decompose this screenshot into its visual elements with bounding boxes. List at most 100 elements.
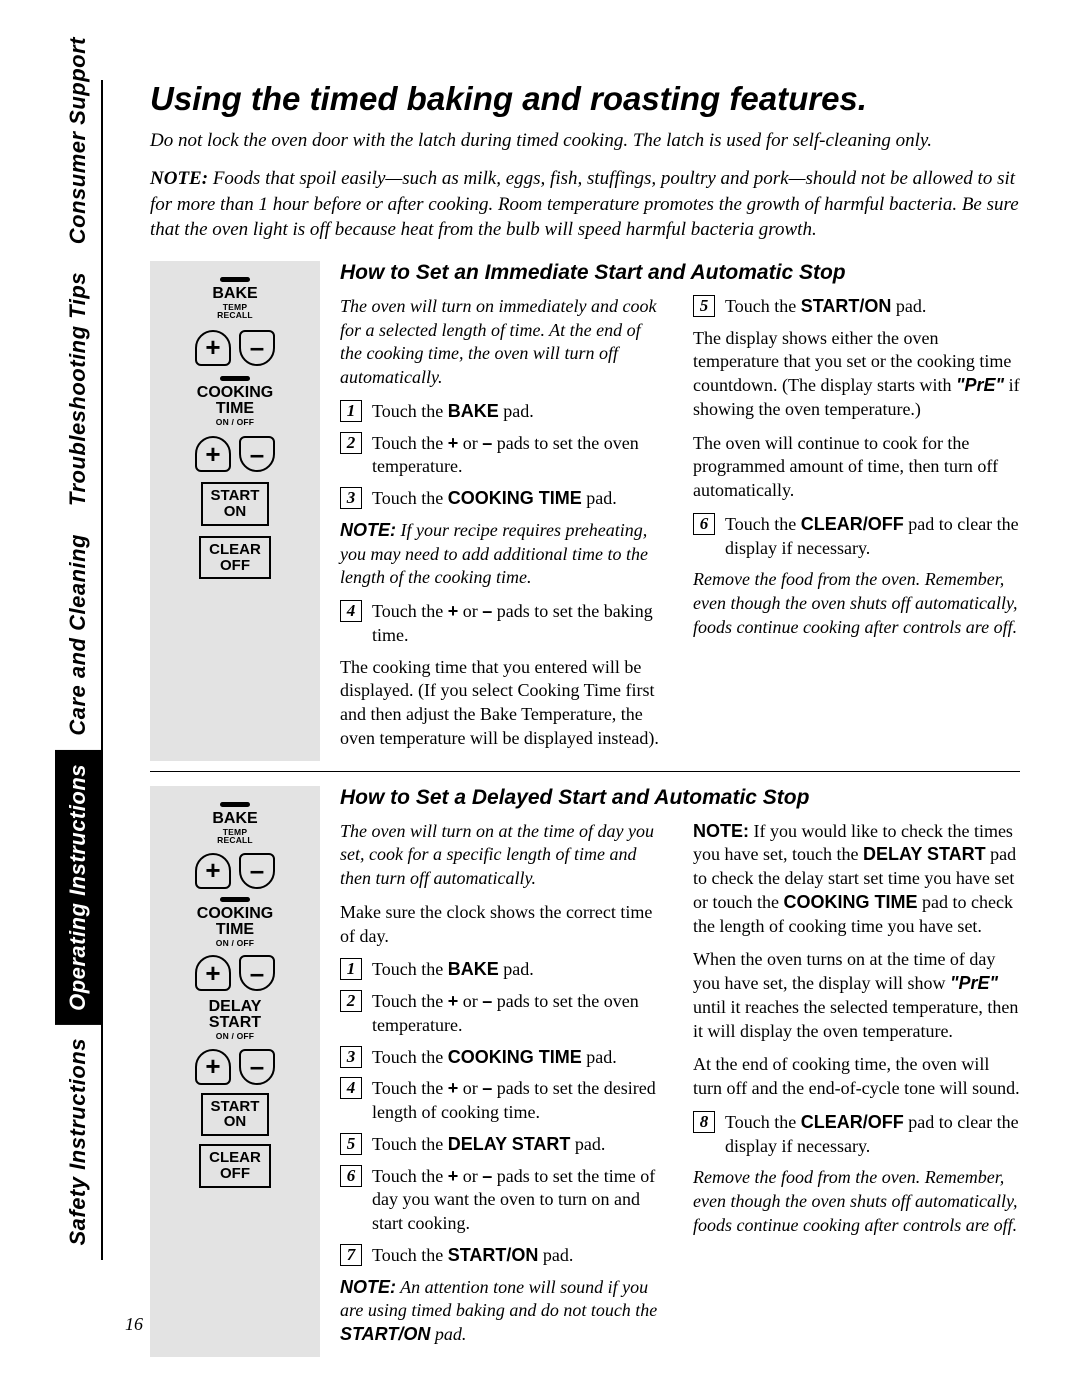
- bake-big: BAKE: [212, 286, 257, 302]
- minus-icon: –: [239, 436, 275, 472]
- bake-label: BAKE TEMP RECALL: [212, 811, 257, 845]
- indicator-bar: [220, 897, 250, 902]
- step-6: 6Touch the + or – pads to set the time o…: [340, 1165, 667, 1236]
- t: Touch the: [725, 1112, 801, 1132]
- step-text: Touch the + or – pads to set the oven te…: [372, 990, 667, 1038]
- section1-left-col: The oven will turn on immediately and co…: [340, 295, 667, 761]
- t: Touch the: [372, 401, 448, 421]
- plus-icon: +: [195, 853, 231, 889]
- cooking-label: COOKING TIME ON / OFF: [197, 385, 273, 427]
- step-3: 3Touch the COOKING TIME pad.: [340, 1046, 667, 1070]
- t: COOKING TIME: [783, 892, 917, 912]
- delay-label: DELAY START ON / OFF: [209, 999, 262, 1041]
- intro-note: NOTE: Foods that spoil easily—such as mi…: [150, 166, 1020, 243]
- indicator-bar: [220, 802, 250, 807]
- cooking-time-control: COOKING TIME ON / OFF: [197, 376, 273, 427]
- bake-label: BAKE TEMP RECALL: [212, 286, 257, 320]
- t: START/ON: [340, 1324, 430, 1344]
- t: –: [482, 433, 492, 453]
- section2-columns: The oven will turn on at the time of day…: [340, 820, 1020, 1357]
- step-text: Touch the + or – pads to set the oven te…: [372, 432, 667, 480]
- step-num-icon: 8: [693, 1111, 715, 1133]
- t: Touch the: [725, 296, 801, 316]
- minus-icon: –: [239, 853, 275, 889]
- step-num-icon: 2: [340, 432, 362, 454]
- tab-care[interactable]: Care and Cleaning: [55, 520, 101, 750]
- t: pad.: [891, 296, 926, 316]
- step-text: Touch the BAKE pad.: [372, 958, 667, 982]
- para-r2: The oven will continue to cook for the p…: [693, 432, 1020, 503]
- minus-icon: –: [239, 1049, 275, 1085]
- t: BAKE: [212, 811, 257, 827]
- clock-line: Make sure the clock shows the correct ti…: [340, 901, 667, 949]
- t: Touch the: [372, 601, 448, 621]
- step-text: Touch the CLEAR/OFF pad to clear the dis…: [725, 513, 1020, 561]
- step-text: Touch the COOKING TIME pad.: [372, 487, 667, 511]
- step-num-icon: 3: [340, 487, 362, 509]
- plus-icon: +: [195, 330, 231, 366]
- step-6: 6 Touch the CLEAR/OFF pad to clear the d…: [693, 513, 1020, 561]
- start-on-button: START ON: [201, 1093, 270, 1137]
- minus-icon: –: [239, 955, 275, 991]
- t: START/ON: [801, 296, 892, 316]
- step-num-icon: 1: [340, 400, 362, 422]
- section-immediate: BAKE TEMP RECALL + – COOKING TIME ON / O…: [150, 261, 1020, 761]
- bake-control: BAKE TEMP RECALL: [212, 802, 257, 845]
- right-note: NOTE: If you would like to check the tim…: [693, 820, 1020, 939]
- t: CLEAR/OFF: [801, 1112, 904, 1132]
- t: pad.: [499, 401, 534, 421]
- section1-right-col: 5 Touch the START/ON pad. The display sh…: [693, 295, 1020, 761]
- t: COOKING TIME: [197, 906, 273, 938]
- t: NOTE:: [693, 821, 749, 841]
- step-num-icon: 6: [693, 513, 715, 535]
- section2-body: How to Set a Delayed Start and Automatic…: [340, 786, 1020, 1357]
- step-8: 8 Touch the CLEAR/OFF pad to clear the d…: [693, 1111, 1020, 1159]
- t: COOKING TIME: [448, 488, 582, 508]
- section1-mid-note: NOTE: If your recipe requires preheating…: [340, 519, 667, 590]
- section2-bottom-note: NOTE: An attention tone will sound if yo…: [340, 1276, 667, 1347]
- t: or: [458, 433, 482, 453]
- t: –: [482, 601, 492, 621]
- t: +: [448, 433, 459, 453]
- step-text: Touch the BAKE pad.: [372, 400, 667, 424]
- section1-lead: The oven will turn on immediately and co…: [340, 295, 667, 390]
- para-r2: When the oven turns on at the time of da…: [693, 948, 1020, 1043]
- t: Touch the: [372, 488, 448, 508]
- t: pad.: [430, 1324, 466, 1344]
- step-2: 2Touch the + or – pads to set the oven t…: [340, 990, 667, 1038]
- page-title: Using the timed baking and roasting feat…: [150, 80, 1020, 118]
- section2-lead: The oven will turn on at the time of day…: [340, 820, 667, 891]
- step-text: Touch the DELAY START pad.: [372, 1133, 667, 1157]
- step-num-icon: 4: [340, 1077, 362, 1099]
- tab-consumer[interactable]: Consumer Support: [55, 23, 101, 258]
- section1-closing: Remove the food from the oven. Remember,…: [693, 568, 1020, 639]
- t: DELAY START: [209, 999, 262, 1031]
- control-panel-1: BAKE TEMP RECALL + – COOKING TIME ON / O…: [150, 261, 320, 761]
- plus-icon: +: [195, 955, 231, 991]
- delay-start-control: DELAY START ON / OFF: [209, 999, 262, 1041]
- t: NOTE:: [340, 520, 396, 540]
- tab-troubleshooting[interactable]: Troubleshooting Tips: [55, 258, 101, 520]
- t: Touch the: [372, 433, 448, 453]
- step-text: Touch the CLEAR/OFF pad to clear the dis…: [725, 1111, 1020, 1159]
- step-5: 5 Touch the START/ON pad.: [693, 295, 1020, 319]
- step-text: Touch the + or – pads to set the baking …: [372, 600, 667, 648]
- step-text: Touch the + or – pads to set the desired…: [372, 1077, 667, 1125]
- cooking-big: COOKING TIME: [197, 385, 273, 417]
- step-2: 2 Touch the + or – pads to set the oven …: [340, 432, 667, 480]
- section1-body: How to Set an Immediate Start and Automa…: [340, 261, 1020, 761]
- note-label: NOTE:: [150, 168, 208, 189]
- intro-warning: Do not lock the oven door with the latch…: [150, 130, 1020, 152]
- step-1: 1 Touch the BAKE pad.: [340, 400, 667, 424]
- para-after-4: The cooking time that you entered will b…: [340, 656, 667, 751]
- clear-off-button: CLEAR OFF: [199, 536, 271, 580]
- section2-right-col: NOTE: If you would like to check the tim…: [693, 820, 1020, 1357]
- control-panel-2: BAKE TEMP RECALL +– COOKING TIME ON / OF…: [150, 786, 320, 1357]
- t: +: [448, 601, 459, 621]
- section2-heading: How to Set a Delayed Start and Automatic…: [340, 786, 1020, 810]
- plus-icon: +: [195, 1049, 231, 1085]
- step-num-icon: 3: [340, 1046, 362, 1068]
- tab-safety[interactable]: Safety Instructions: [55, 1024, 101, 1260]
- page-number: 16: [125, 1314, 143, 1335]
- tab-operating[interactable]: Operating Instructions: [55, 750, 101, 1025]
